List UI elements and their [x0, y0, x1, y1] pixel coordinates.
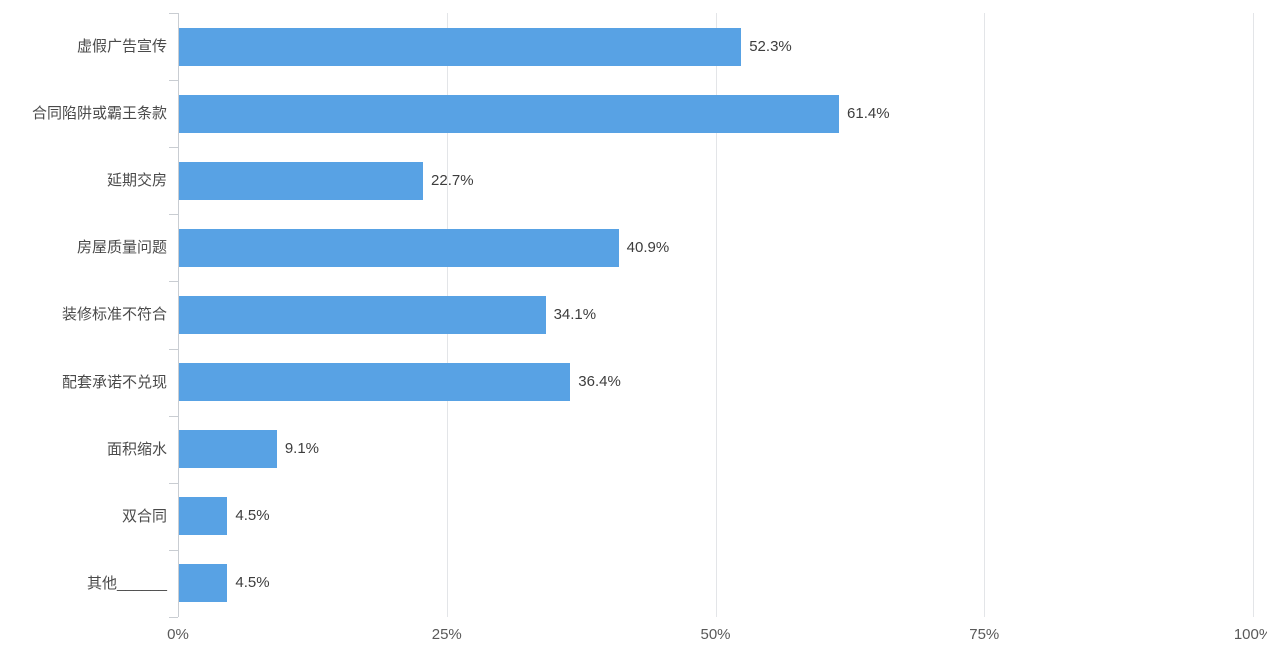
y-axis-tick — [169, 415, 178, 417]
bar-0[interactable] — [179, 27, 742, 66]
category-label-4: 装修标准不符合 — [61, 306, 167, 324]
bar-4[interactable] — [179, 296, 546, 334]
y-axis-tick — [169, 348, 178, 350]
gridline-75 — [984, 13, 986, 617]
x-tick-label-25: 25% — [431, 626, 462, 643]
bar-3[interactable] — [179, 228, 619, 267]
y-axis-tick — [169, 281, 178, 283]
value-label-4: 34.1% — [553, 306, 597, 323]
value-label-8: 4.5% — [235, 574, 270, 592]
y-axis-tick — [169, 482, 178, 484]
value-label-3: 40.9% — [626, 238, 670, 256]
category-label-8: 其他______ — [86, 574, 167, 592]
bar-6[interactable] — [179, 430, 277, 469]
y-axis-tick — [169, 13, 178, 14]
x-tick-label-100: 100% — [1233, 626, 1267, 643]
y-axis-tick — [169, 617, 178, 618]
bar-7[interactable] — [179, 497, 228, 536]
value-label-6: 9.1% — [284, 440, 320, 458]
y-axis-line — [178, 13, 179, 617]
category-label-6: 面积缩水 — [106, 440, 167, 458]
x-tick-label-75: 75% — [969, 626, 1000, 643]
gridline-50 — [715, 13, 717, 617]
bar-8[interactable] — [179, 564, 228, 603]
value-label-0: 52.3% — [749, 37, 792, 55]
category-label-5: 配套承诺不兑现 — [61, 373, 167, 391]
category-label-2: 延期交房 — [106, 172, 167, 190]
y-axis-tick — [169, 80, 178, 82]
value-label-1: 61.4% — [847, 104, 890, 122]
value-label-5: 36.4% — [578, 373, 621, 391]
bar-1[interactable] — [179, 94, 840, 133]
y-axis-tick — [169, 214, 178, 216]
bar-5[interactable] — [179, 363, 571, 402]
category-label-1: 合同陷阱或霸王条款 — [31, 105, 167, 123]
x-tick-label-0: 0% — [167, 626, 189, 643]
category-label-7: 双合同 — [121, 507, 167, 525]
x-tick-label-50: 50% — [700, 626, 731, 643]
category-label-3: 房屋质量问题 — [76, 239, 167, 257]
gridline-100 — [1253, 13, 1254, 617]
y-axis-tick — [169, 147, 178, 149]
y-axis-tick — [169, 549, 178, 551]
bar-2[interactable] — [179, 161, 424, 200]
category-label-0: 虚假广告宣传 — [76, 38, 167, 55]
value-label-7: 4.5% — [235, 507, 270, 525]
value-label-2: 22.7% — [431, 171, 474, 189]
